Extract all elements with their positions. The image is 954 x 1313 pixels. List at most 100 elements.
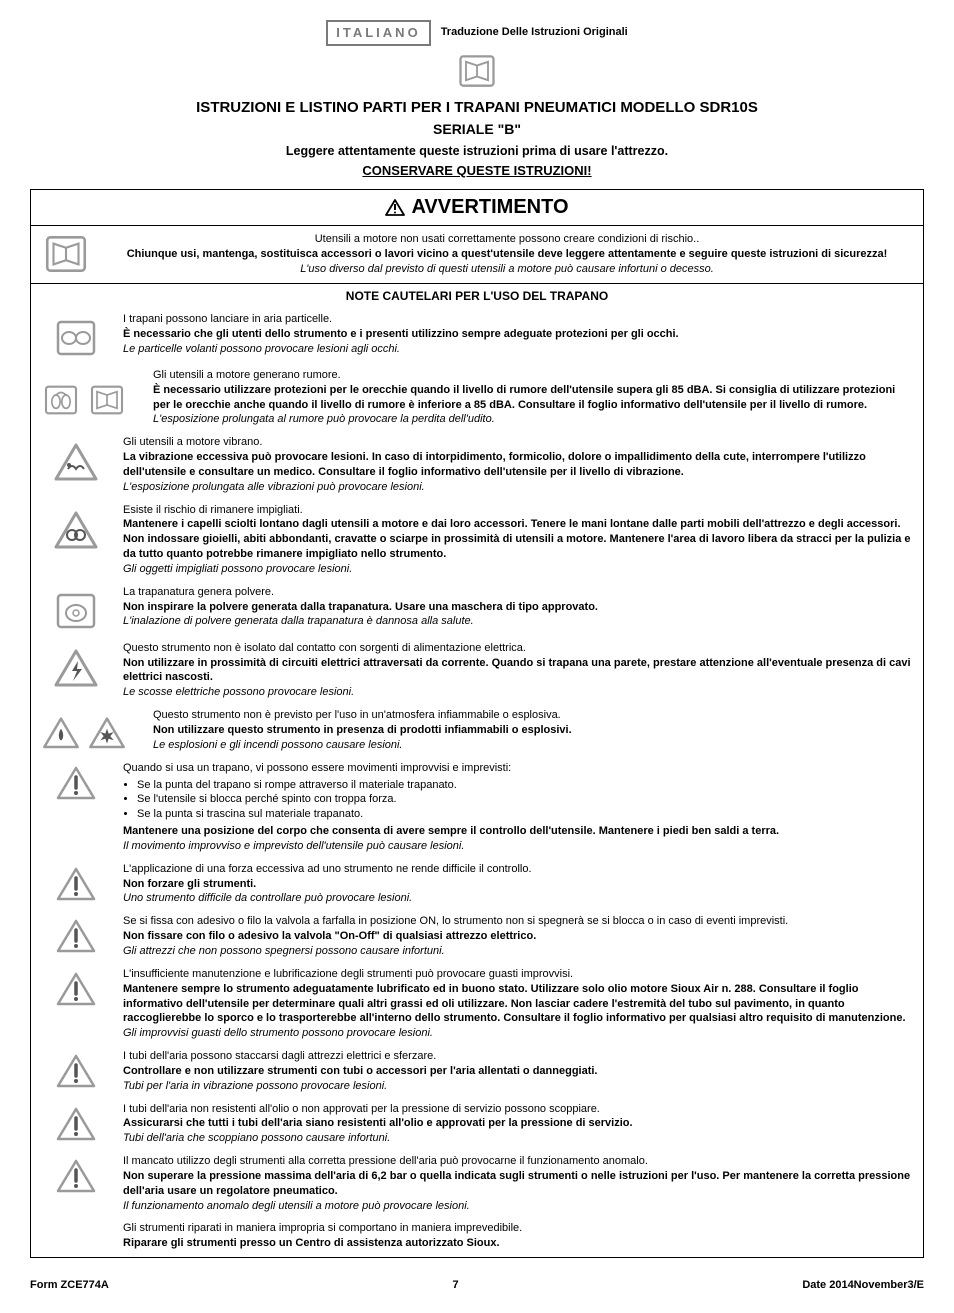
note-text: I tubi dell'aria possono staccarsi dagli… [123, 1049, 913, 1094]
note-lead: I tubi dell'aria non resistenti all'olio… [123, 1102, 913, 1117]
note-row: L'applicazione di una forza eccessiva ad… [31, 860, 923, 913]
note-row: Esiste il rischio di rimanere impigliati… [31, 501, 923, 583]
note-ital: Le particelle volanti possono provocare … [123, 342, 913, 357]
note-icon-col [41, 435, 111, 494]
note-icon-col [41, 368, 141, 427]
note-ital: Uno strumento difficile da controllare p… [123, 891, 913, 906]
ear-manual-icon [41, 382, 81, 418]
note-icon-col [41, 914, 111, 959]
note-text: I tubi dell'aria non resistenti all'olio… [123, 1102, 913, 1147]
note-ital: Gli improvvisi guasti dello strumento po… [123, 1026, 913, 1041]
note-ital: Tubi dell'aria che scoppiano possono cau… [123, 1131, 913, 1146]
note-icon-col [41, 967, 111, 1041]
header-row: ITALIANO Traduzione Delle Istruzioni Ori… [30, 20, 924, 46]
intro-text: Utensili a motore non usati correttament… [101, 232, 913, 277]
translation-label: Traduzione Delle Istruzioni Originali [441, 25, 628, 40]
note-text: Questo strumento non è previsto per l'us… [153, 708, 913, 753]
note-text: Quando si usa un trapano, vi possono ess… [123, 761, 913, 854]
note-text: Il mancato utilizzo degli strumenti alla… [123, 1154, 913, 1213]
warn-icon [56, 1106, 96, 1142]
warn-icon [56, 1053, 96, 1089]
note-row: I trapani possono lanciare in aria parti… [31, 310, 923, 366]
note-lead: L'insufficiente manutenzione e lubrifica… [123, 967, 913, 982]
goggles-icon [52, 316, 100, 360]
note-bold: Controllare e non utilizzare strumenti c… [123, 1064, 913, 1079]
intro-ital: L'uso diverso dal previsto di questi ute… [101, 262, 913, 277]
note-bullet: Se la punta del trapano si rompe attrave… [137, 778, 913, 793]
note-bold: Non fissare con filo o adesivo la valvol… [123, 929, 913, 944]
warn-icon [56, 765, 96, 801]
note-row: Gli utensili a motore vibrano.La vibrazi… [31, 433, 923, 500]
note-bold: Riparare gli strumenti presso un Centro … [123, 1236, 913, 1251]
note-row: La trapanatura genera polvere.Non inspir… [31, 583, 923, 639]
note-text: Esiste il rischio di rimanere impigliati… [123, 503, 913, 577]
note-row: Se si fissa con adesivo o filo la valvol… [31, 912, 923, 965]
note-ital: Il movimento improvviso e imprevisto del… [123, 839, 913, 854]
page-footer: Form ZCE774A 7 Date 2014November3/E [30, 1278, 924, 1293]
note-row: I tubi dell'aria non resistenti all'olio… [31, 1100, 923, 1153]
note-row: Il mancato utilizzo degli strumenti alla… [31, 1152, 923, 1219]
entangle-icon [52, 507, 100, 551]
warn-icon [56, 866, 96, 902]
note-bold: Assicurarsi che tutti i tubi dell'aria s… [123, 1116, 913, 1131]
language-badge: ITALIANO [326, 20, 430, 46]
section-heading: NOTE CAUTELARI PER L'USO DEL TRAPANO [31, 283, 923, 310]
intro-block: Utensili a motore non usati correttament… [31, 226, 923, 283]
note-row: L'insufficiente manutenzione e lubrifica… [31, 965, 923, 1047]
note-lead: Gli utensili a motore generano rumore. [153, 368, 913, 383]
note-bold: È necessario che gli utenti dello strume… [123, 327, 913, 342]
vibration-icon [52, 439, 100, 483]
note-text: I trapani possono lanciare in aria parti… [123, 312, 913, 360]
note-text: La trapanatura genera polvere.Non inspir… [123, 585, 913, 633]
fire-icon [87, 714, 127, 750]
note-bold: La vibrazione eccessiva può provocare le… [123, 450, 913, 480]
notes-container: I trapani possono lanciare in aria parti… [31, 310, 923, 1257]
note-lead: Il mancato utilizzo degli strumenti alla… [123, 1154, 913, 1169]
main-title: ISTRUZIONI E LISTINO PARTI PER I TRAPANI… [30, 98, 924, 118]
note-text: L'insufficiente manutenzione e lubrifica… [123, 967, 913, 1041]
fire-icon [41, 714, 81, 750]
note-text: Gli strumenti riparati in maniera improp… [123, 1221, 913, 1251]
note-ital: Le esplosioni e gli incendi possono caus… [153, 738, 913, 753]
intro-bold: Chiunque usi, mantenga, sostituisca acce… [101, 247, 913, 262]
note-lead: Esiste il rischio di rimanere impigliati… [123, 503, 913, 518]
note-row: I tubi dell'aria possono staccarsi dagli… [31, 1047, 923, 1100]
note-text: L'applicazione di una forza eccessiva ad… [123, 862, 913, 907]
note-icon-col [41, 862, 111, 907]
note-text: Se si fissa con adesivo o filo la valvol… [123, 914, 913, 959]
note-row: Gli strumenti riparati in maniera improp… [31, 1219, 923, 1257]
page-number: 7 [109, 1278, 802, 1293]
note-bold: Non utilizzare in prossimità di circuiti… [123, 656, 913, 686]
note-ital: Gli attrezzi che non possono spegnersi p… [123, 944, 913, 959]
note-icon-col [41, 708, 141, 753]
mask-icon [52, 589, 100, 633]
note-row: Questo strumento non è previsto per l'us… [31, 706, 923, 759]
serial-title: SERIALE "B" [30, 120, 924, 139]
manual-icon [41, 232, 101, 276]
note-bold: È necessario utilizzare protezioni per l… [153, 383, 913, 413]
note-bold: Non utilizzare questo strumento in prese… [153, 723, 913, 738]
note-lead: La trapanatura genera polvere. [123, 585, 913, 600]
warn-icon [56, 971, 96, 1007]
note-ital: L'inalazione di polvere generata dalla t… [123, 614, 913, 629]
note-bold: Mantenere i capelli sciolti lontano dagl… [123, 517, 913, 562]
note-lead: Quando si usa un trapano, vi possono ess… [123, 761, 913, 776]
form-number: Form ZCE774A [30, 1278, 109, 1293]
note-ital: L'esposizione prolungata alle vibrazioni… [123, 480, 913, 495]
electric-icon [52, 645, 100, 689]
read-instruction: Leggere attentamente queste istruzioni p… [30, 143, 924, 160]
note-ital: Il funzionamento anomalo degli utensili … [123, 1199, 913, 1214]
note-bullet: Se la punta si trascina sul materiale tr… [137, 807, 913, 822]
keep-instruction: CONSERVARE QUESTE ISTRUZIONI! [30, 162, 924, 180]
manual-icon [455, 52, 499, 90]
note-lead: L'applicazione di una forza eccessiva ad… [123, 862, 913, 877]
warning-triangle-icon [385, 199, 405, 217]
note-icon-col [41, 761, 111, 854]
note-bullet: Se l'utensile si blocca perché spinto co… [137, 792, 913, 807]
note-ital: Le scosse elettriche possono provocare l… [123, 685, 913, 700]
note-icon-col [41, 585, 111, 633]
note-icon-col [41, 641, 111, 700]
note-lead: I trapani possono lanciare in aria parti… [123, 312, 913, 327]
note-icon-col [41, 1221, 111, 1251]
note-lead: Se si fissa con adesivo o filo la valvol… [123, 914, 913, 929]
